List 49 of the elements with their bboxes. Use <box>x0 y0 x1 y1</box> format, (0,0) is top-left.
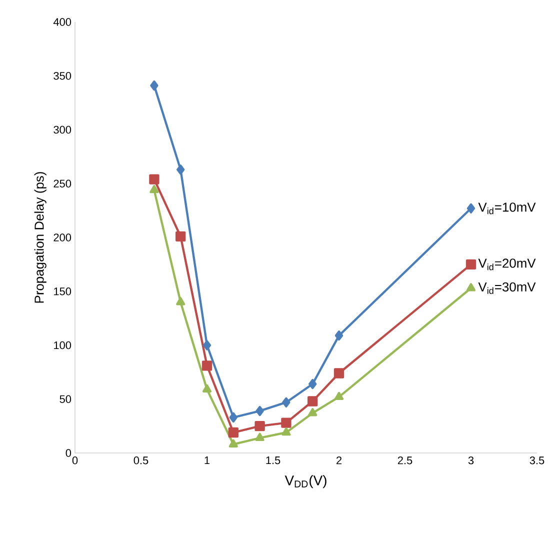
point <box>282 427 291 436</box>
y-tick-label: 200 <box>54 234 72 242</box>
y-tick-label: 300 <box>54 126 72 134</box>
point <box>281 418 292 428</box>
point <box>466 283 476 292</box>
point <box>466 259 476 270</box>
x-tick-label: 3 <box>468 456 474 464</box>
point <box>228 439 238 448</box>
point <box>255 432 264 441</box>
point <box>176 297 186 306</box>
point <box>202 340 212 350</box>
point <box>256 406 264 416</box>
point <box>229 412 238 423</box>
x-tick-label: 3.5 <box>530 456 544 464</box>
point <box>254 420 265 432</box>
point <box>308 408 318 416</box>
point <box>176 231 186 242</box>
point <box>149 174 160 184</box>
y-tick-label: 0 <box>66 449 72 457</box>
x-tick-label: 0.5 <box>134 456 148 464</box>
y-tick-label: 150 <box>54 287 72 296</box>
y-tick-label: 350 <box>54 72 72 80</box>
point <box>202 384 212 392</box>
y-axis-title: Propagation Delay (ps) <box>34 172 46 303</box>
point <box>282 397 290 408</box>
point <box>308 396 318 406</box>
y-tick-label: 50 <box>60 395 72 403</box>
point <box>334 392 344 400</box>
point <box>176 164 185 175</box>
x-tick-label: 2.5 <box>398 456 412 464</box>
x-tick-label: 2 <box>336 456 342 464</box>
y-tick-label: 400 <box>53 18 72 26</box>
series-label: V$_{id}$=30mV <box>478 282 536 294</box>
x-tick-label: 1.5 <box>266 456 280 464</box>
point <box>466 203 476 214</box>
x-tick-label: 0 <box>72 456 78 464</box>
point <box>334 330 344 341</box>
point <box>150 80 158 91</box>
y-tick-label: 100 <box>54 341 72 350</box>
x-tick-label: 1 <box>204 456 210 464</box>
point <box>334 368 344 378</box>
series-label: V$_{id}$=10mV <box>478 202 536 214</box>
series-label: V$_{id}$=20mV <box>478 258 536 270</box>
x-axis-title: V$_{DD}$(V) <box>284 475 326 488</box>
point <box>228 427 238 438</box>
point <box>150 184 159 194</box>
point <box>202 360 212 371</box>
y-tick-label: 250 <box>54 180 72 188</box>
point <box>308 378 317 390</box>
